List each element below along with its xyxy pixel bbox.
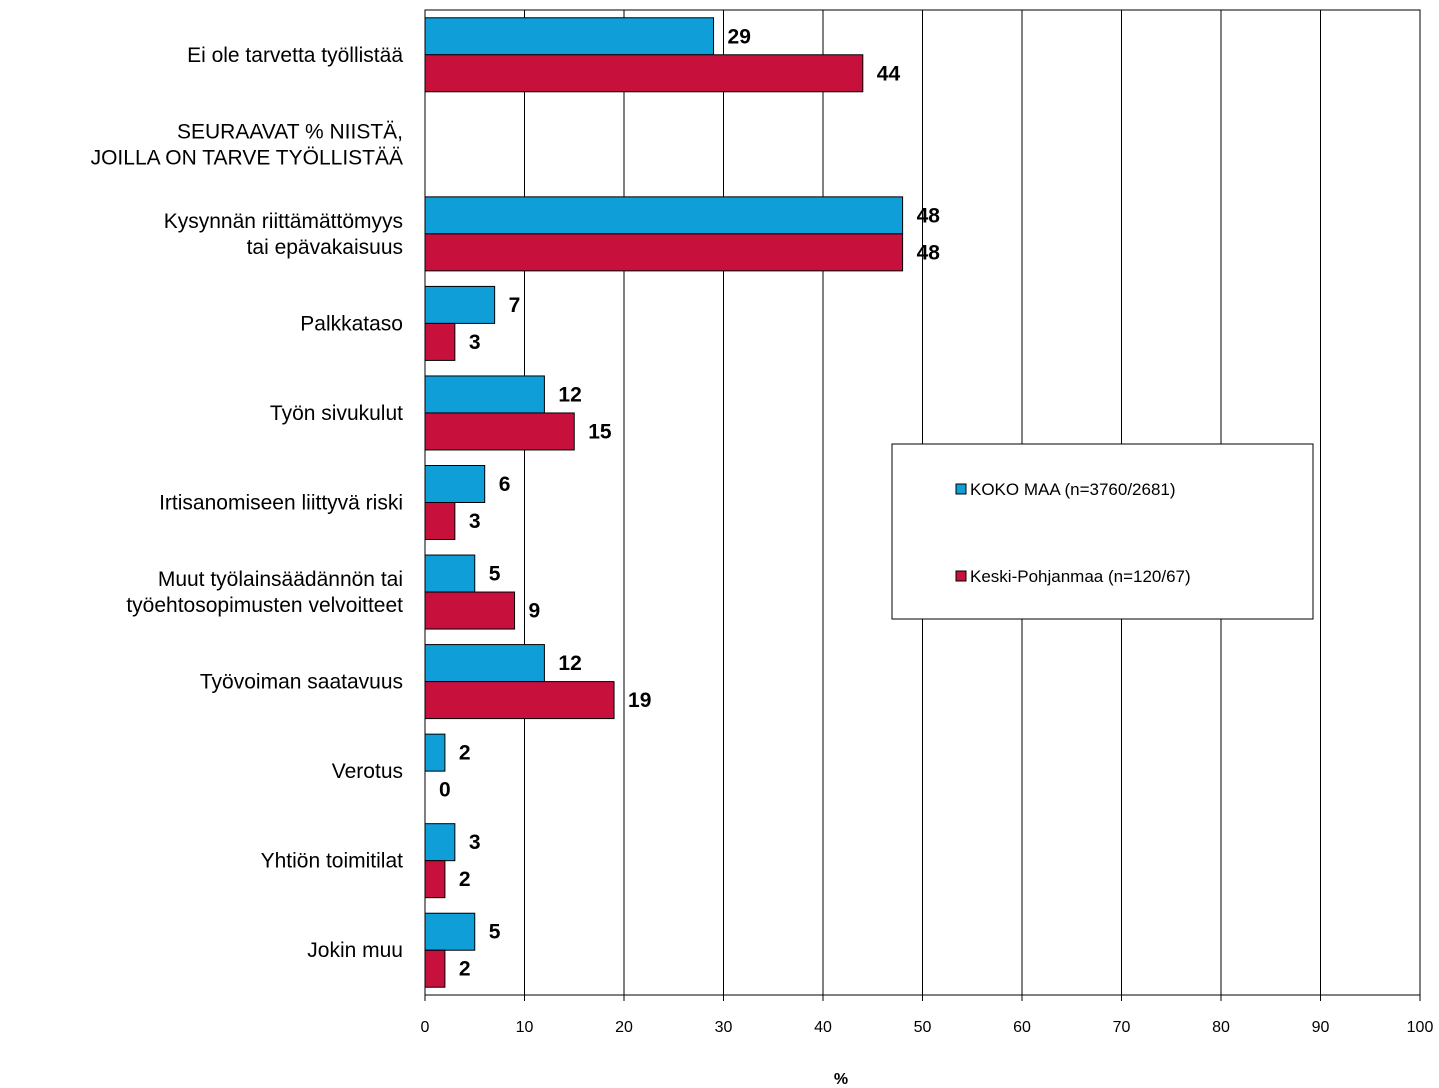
legend-label-keski-pohjanmaa: Keski-Pohjanmaa (n=120/67) bbox=[970, 567, 1191, 586]
category-label: Työn sivukulut bbox=[270, 402, 403, 425]
category-label: Muut työlainsäädännön tai työehtosopimust… bbox=[126, 568, 403, 617]
category-label: Verotus bbox=[332, 760, 403, 783]
x-tick-label-50: 50 bbox=[914, 1019, 932, 1036]
data-label-series1: 3 bbox=[469, 831, 481, 854]
data-label-series1: 5 bbox=[489, 921, 501, 944]
bar-series1 bbox=[424, 644, 545, 683]
data-label-series1: 29 bbox=[728, 25, 751, 48]
bar-series2 bbox=[424, 681, 615, 720]
bar-series1 bbox=[424, 912, 476, 951]
data-label-series2: 9 bbox=[529, 600, 541, 623]
data-label-series1: 12 bbox=[558, 652, 581, 675]
x-tick-label-10: 10 bbox=[516, 1019, 534, 1036]
data-label-series2: 44 bbox=[877, 62, 901, 85]
category-label: Ei ole tarvetta työllistää bbox=[187, 44, 403, 67]
bar-series1 bbox=[424, 465, 486, 503]
category-label: Kysynnän riittämättömyys tai epävakaisuus bbox=[164, 210, 403, 259]
x-tick-label-40: 40 bbox=[814, 1019, 832, 1036]
data-label-series2: 15 bbox=[588, 420, 612, 443]
data-label-series2: 3 bbox=[469, 510, 481, 533]
data-label-series2: 2 bbox=[459, 868, 471, 891]
bar-series1 bbox=[424, 733, 446, 772]
data-label-series2: 3 bbox=[469, 331, 481, 354]
bar-series1 bbox=[424, 196, 904, 235]
legend: KOKO MAA (n=3760/2681) Keski-Pohjanmaa (… bbox=[891, 443, 1314, 620]
data-label-series2: 19 bbox=[628, 689, 651, 712]
bar-series1 bbox=[424, 823, 456, 862]
legend-box bbox=[891, 443, 1314, 620]
x-tick-label-20: 20 bbox=[615, 1019, 633, 1036]
bar-series2 bbox=[424, 322, 456, 361]
x-axis-ticks: 0 10 20 30 40 50 60 70 80 90 100 bbox=[421, 995, 1434, 1036]
category-label: SEURAAVAT % NIISTÄ, JOILLA ON TARVE TYÖLL… bbox=[91, 120, 403, 169]
category-labels: Ei ole tarvetta työllistää SEURAAVAT % NI… bbox=[91, 44, 404, 962]
category-label: Yhtiön toimitilat bbox=[261, 850, 404, 873]
data-label-series2: 0 bbox=[439, 779, 451, 802]
category-label: Irtisanomiseen liittyvä riski bbox=[159, 492, 403, 515]
legend-swatch-koko-maa bbox=[955, 483, 967, 495]
bar-series1 bbox=[424, 285, 496, 324]
data-label-series2: 2 bbox=[459, 958, 471, 981]
x-tick-label-70: 70 bbox=[1113, 1019, 1131, 1036]
category-label: Työvoiman saatavuus bbox=[200, 671, 403, 694]
data-label-series1: 2 bbox=[459, 742, 471, 765]
bar-series2 bbox=[424, 591, 516, 630]
x-axis-title: % bbox=[834, 1071, 848, 1088]
data-label-series1: 48 bbox=[917, 204, 941, 227]
bar-series2 bbox=[424, 502, 456, 540]
data-label-series1: 12 bbox=[558, 383, 581, 406]
bar-series2 bbox=[424, 860, 446, 899]
x-tick-label-100: 100 bbox=[1407, 1019, 1434, 1036]
x-tick-label-90: 90 bbox=[1312, 1019, 1330, 1036]
bar-series2 bbox=[424, 949, 446, 988]
x-tick-label-0: 0 bbox=[421, 1019, 430, 1036]
x-tick-label-30: 30 bbox=[715, 1019, 733, 1036]
bar-series2 bbox=[424, 54, 864, 93]
data-label-series1: 7 bbox=[509, 294, 521, 317]
bar-series1 bbox=[424, 17, 715, 56]
bar-series2 bbox=[424, 233, 904, 272]
data-label-series1: 5 bbox=[489, 563, 501, 586]
x-tick-label-60: 60 bbox=[1013, 1019, 1031, 1036]
x-tick-label-80: 80 bbox=[1212, 1019, 1230, 1036]
data-label-series1: 6 bbox=[499, 473, 511, 496]
legend-label-koko-maa: KOKO MAA (n=3760/2681) bbox=[970, 480, 1176, 499]
bar-series1 bbox=[424, 375, 545, 414]
category-label: Jokin muu bbox=[307, 939, 403, 962]
data-label-series2: 48 bbox=[917, 241, 941, 264]
bars bbox=[424, 17, 904, 988]
legend-swatch-keski-pohjanmaa bbox=[955, 570, 967, 582]
category-label: Palkkataso bbox=[300, 312, 403, 335]
bar-series1 bbox=[424, 554, 476, 593]
bar-series2 bbox=[424, 412, 575, 451]
